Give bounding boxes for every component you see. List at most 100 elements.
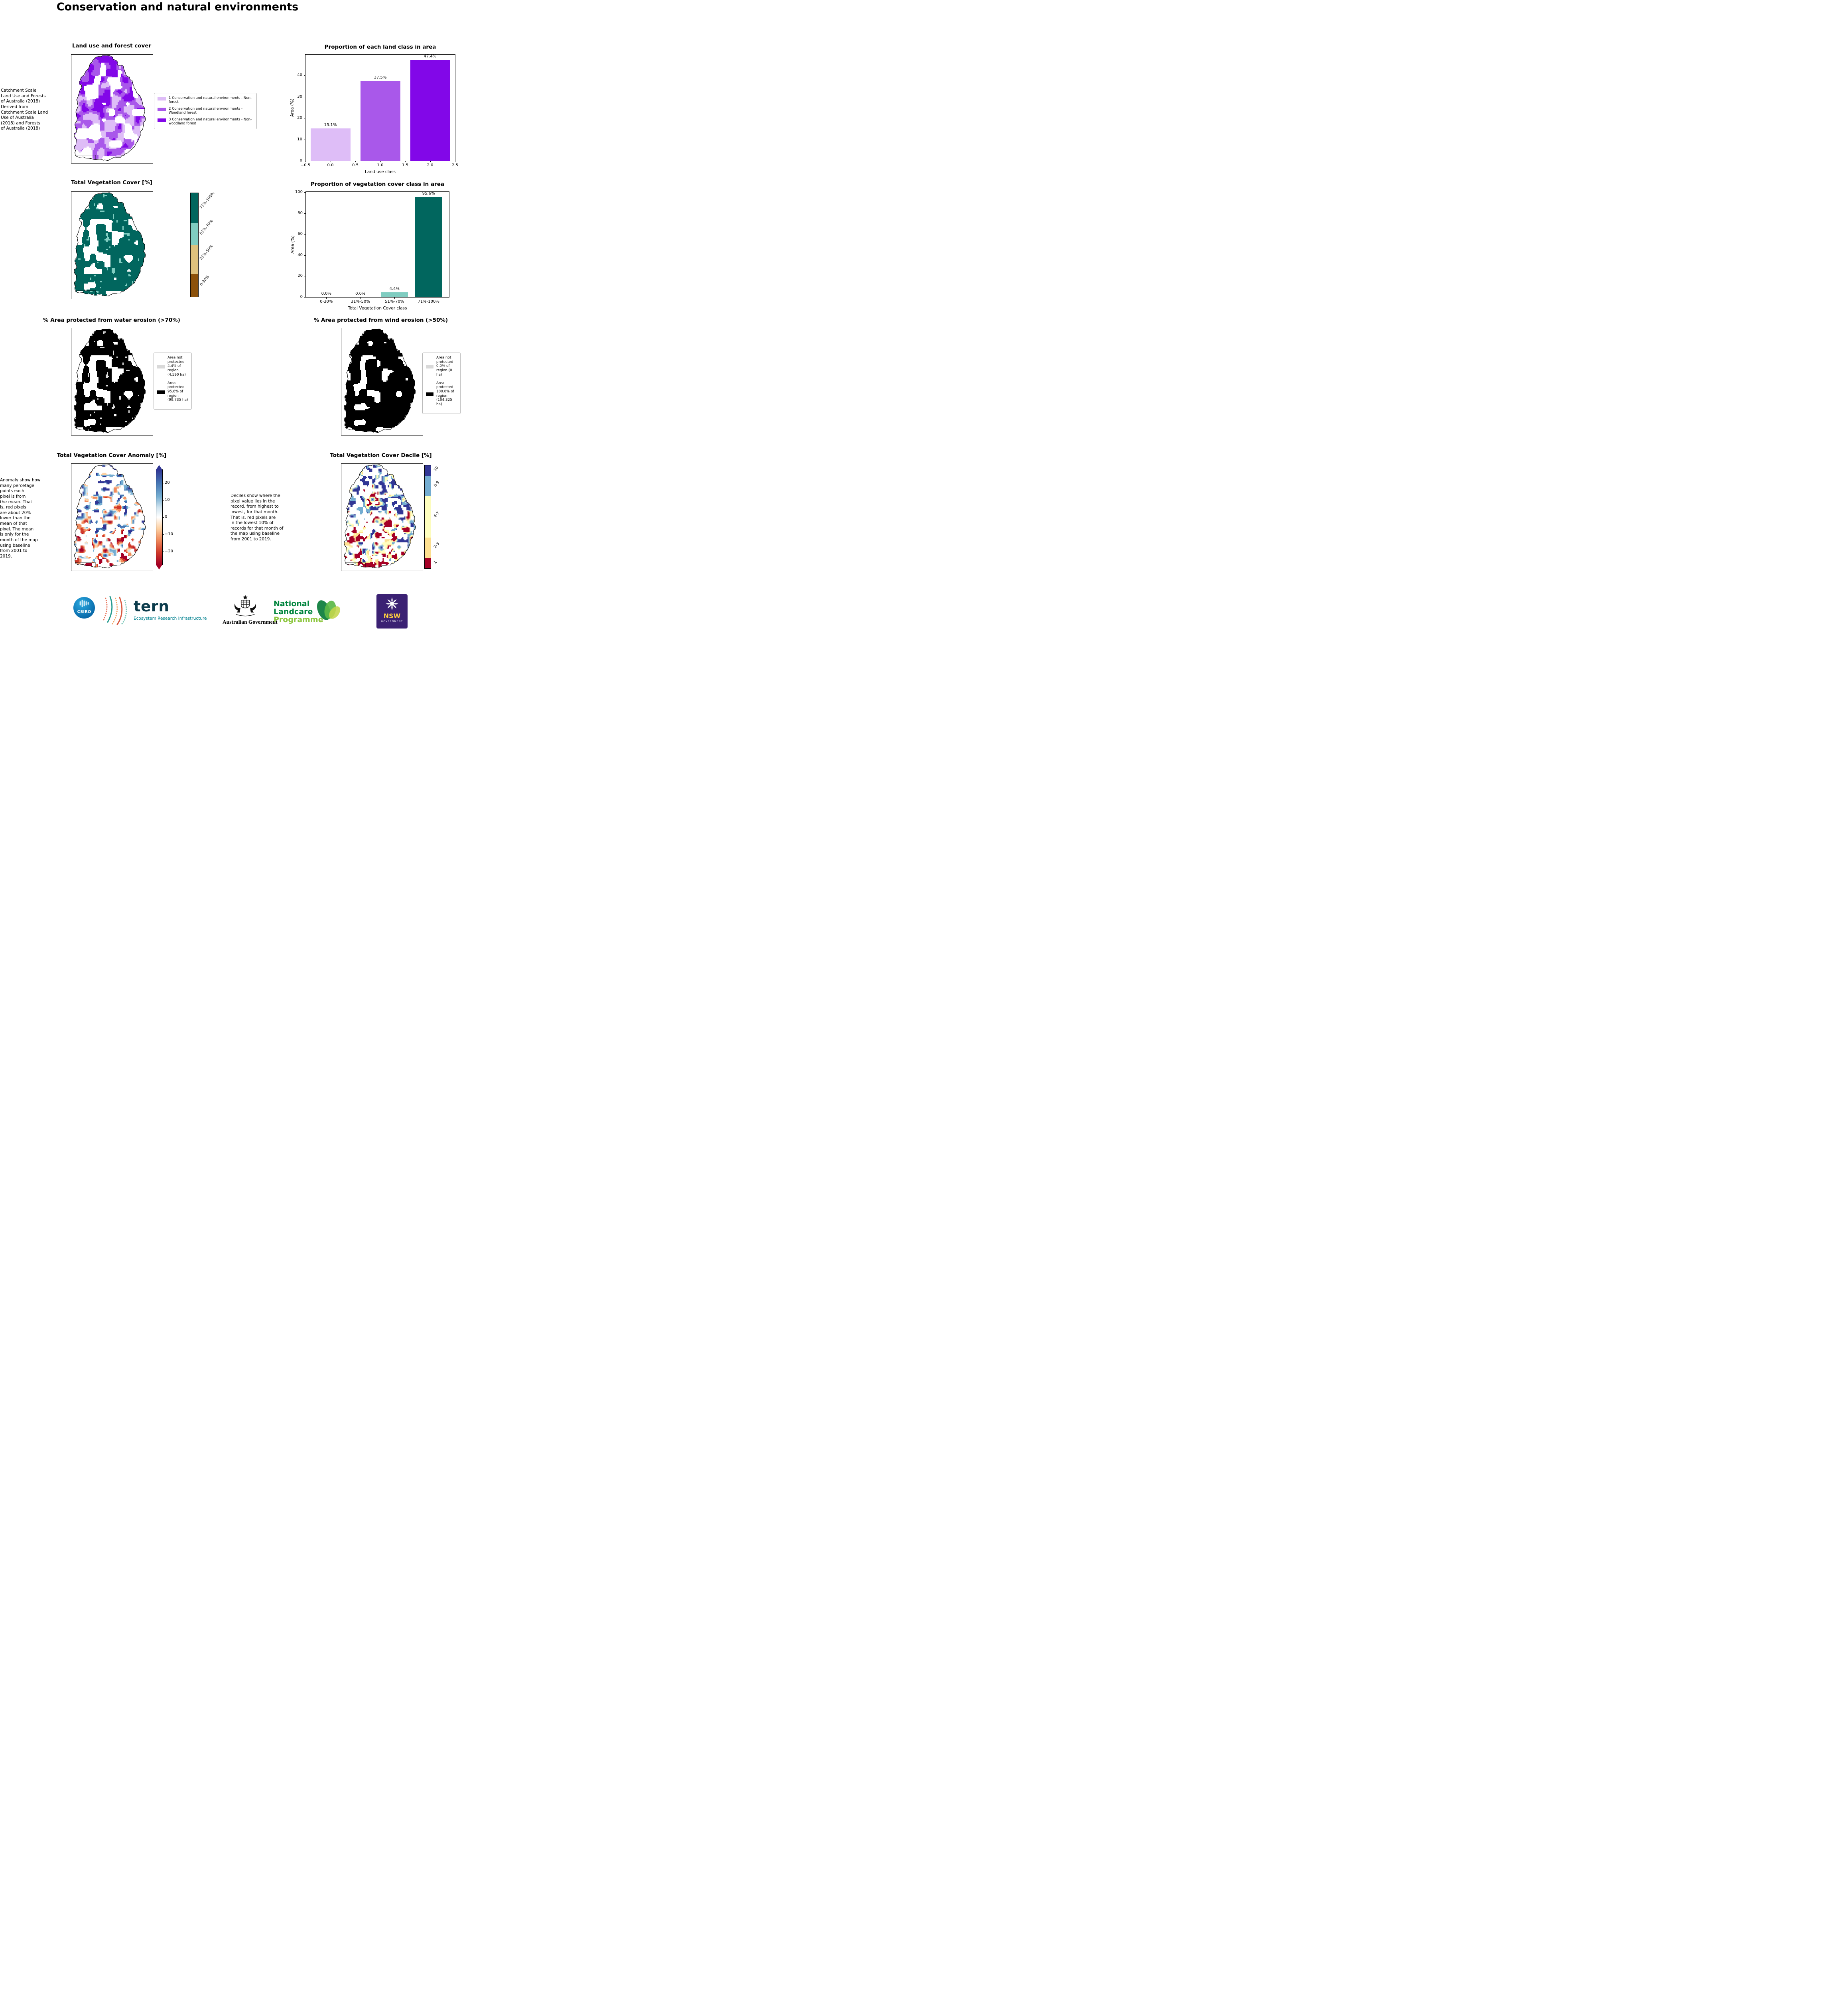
y-tick-label: 100 — [295, 190, 303, 195]
legend-item: Area protected 100.0% of region (104,325… — [426, 381, 457, 407]
x-tick-label: 2.0 — [427, 163, 433, 167]
colorbar-label: 0-30% — [199, 274, 210, 287]
bar-value-label: 0.0% — [355, 292, 366, 296]
legend-label: Area protected 100.0% of region (104,325… — [436, 381, 454, 407]
nsw-government-label: GOVERNMENT — [381, 620, 403, 623]
bar — [415, 197, 442, 297]
decile-colorbar: 10 8-9 4-7 2-3 1 — [424, 465, 440, 569]
colorbar-segment — [425, 496, 431, 538]
anomaly-title: Total Vegetation Cover Anomaly [%] — [57, 452, 167, 459]
wind-erosion-map — [341, 328, 423, 435]
dot-art-icon — [103, 596, 127, 625]
legend-swatch — [158, 97, 166, 100]
csiro-icon: CSIRO — [73, 597, 95, 619]
colorbar-segment — [191, 274, 198, 297]
legend-item: Area not protected 0.0% of region (0 ha) — [426, 356, 457, 377]
y-tick-label: 0 — [299, 158, 302, 163]
tern-subtitle: Ecosystem Research Infrastructure — [134, 616, 207, 621]
landcare-line1: National — [274, 599, 310, 608]
land-use-map — [71, 54, 153, 164]
chart-title: Proportion of vegetation cover class in … — [310, 181, 444, 187]
map-raster — [74, 464, 146, 569]
colorbar-segment — [191, 245, 198, 274]
legend-item: 3 Conservation and natural environments … — [158, 118, 253, 126]
bar — [310, 128, 351, 161]
coat-of-arms-icon — [234, 595, 256, 617]
legend-label: Area not protected 4.4% of region (4,590… — [167, 356, 186, 377]
bar-value-label: 37.5% — [374, 75, 387, 80]
x-tick-label: −0.5 — [300, 163, 311, 167]
colorbar-label: 4-7 — [433, 511, 441, 519]
x-tick-label: 0.0 — [327, 163, 334, 167]
legend-swatch — [426, 365, 433, 369]
map-raster — [344, 464, 416, 569]
legend-item: 1 Conservation and natural environments … — [158, 96, 253, 104]
land-use-source-note: Catchment Scale Land Use and Forests of … — [1, 88, 48, 131]
csiro-wordmark: CSIRO — [77, 610, 91, 614]
bar — [360, 81, 400, 161]
legend-label: 2 Conservation and natural environments … — [169, 106, 243, 115]
veg-class-bar-chart: Proportion of vegetation cover class in … — [290, 181, 449, 311]
colorbar-tick-label: −10 — [165, 532, 173, 536]
colorbar-label: 31%-50% — [199, 244, 214, 261]
colorbar-tick-label: 0 — [165, 515, 167, 519]
colorbar-label: 8-9 — [433, 480, 441, 488]
waratah-icon — [385, 597, 399, 611]
colorbar-segment — [191, 223, 198, 245]
x-tick-label: 71%-100% — [418, 299, 439, 304]
colorbar-tick-label: −20 — [165, 549, 173, 554]
legend-item: Area protected 95.6% of region (99,735 h… — [157, 381, 188, 403]
colorbar-extend-up — [156, 465, 162, 470]
land-use-map-title: Land use and forest cover — [72, 43, 152, 49]
y-tick-label: 60 — [297, 232, 303, 236]
legend-item: 2 Conservation and natural environments … — [158, 107, 253, 115]
colorbar-label: 2-3 — [433, 542, 441, 550]
bar-value-label: 47.4% — [424, 54, 437, 59]
x-tick-label: 31%-50% — [351, 299, 370, 304]
map-raster — [344, 329, 416, 433]
anomaly-map — [71, 463, 153, 571]
y-tick-label: 80 — [297, 211, 303, 215]
colorbar-segment — [425, 475, 431, 497]
colorbar-label: 71%-100% — [199, 191, 216, 210]
colorbar-label: 10 — [433, 465, 439, 472]
landcare-leaves — [312, 597, 343, 626]
legend-label: Area not protected 0.0% of region (0 ha) — [436, 356, 453, 377]
colorbar-extend-down — [156, 565, 162, 569]
land-use-legend: 1 Conservation and natural environments … — [154, 93, 257, 129]
x-tick-label: 51%-70% — [385, 299, 404, 304]
colorbar-segment — [425, 537, 431, 558]
wind-erosion-title: % Area protected from wind erosion (>50%… — [313, 317, 448, 323]
water-erosion-legend: Area not protected 4.4% of region (4,590… — [154, 353, 192, 410]
veg-cover-map-title: Total Vegetation Cover [%] — [71, 179, 152, 186]
landcare-line3: Programme — [274, 615, 323, 625]
chart-title: Proportion of each land class in area — [324, 44, 436, 50]
x-axis-label: Land use class — [365, 169, 396, 174]
leaves-icon — [317, 600, 341, 620]
colorbar-tick-label: 20 — [165, 481, 170, 485]
y-axis-label: Area (%) — [290, 235, 295, 254]
legend-swatch — [157, 390, 165, 394]
bar-value-label: 4.4% — [389, 287, 400, 292]
y-axis-label: Area (%) — [290, 99, 295, 117]
y-tick-label: 40 — [297, 73, 302, 78]
bar-value-label: 15.1% — [324, 123, 337, 128]
decile-map — [341, 463, 423, 571]
legend-label: 3 Conservation and natural environments … — [169, 117, 252, 126]
csiro-logo: CSIRO — [73, 597, 95, 621]
australian-government-label: Australian Government — [223, 619, 278, 625]
x-tick-label: 1.5 — [402, 163, 408, 167]
colorbar-segment — [191, 193, 198, 223]
tern-wordmark: tern — [134, 598, 169, 615]
legend-swatch — [157, 365, 165, 369]
x-tick-label: 1.0 — [377, 163, 384, 167]
legend-item: Area not protected 4.4% of region (4,590… — [157, 356, 188, 377]
report-page: Conservation and natural environments La… — [0, 0, 462, 630]
australian-government-logo: Australian Government — [223, 594, 278, 625]
nsw-government-logo: NSW GOVERNMENT — [376, 594, 408, 629]
colorbar-label: 1 — [433, 560, 438, 565]
legend-label: Area protected 95.6% of region (99,735 h… — [167, 381, 188, 402]
x-tick-label: 2.5 — [452, 163, 458, 167]
land-class-bar-chart: Proportion of each land class in area 15.… — [290, 44, 458, 174]
x-tick-label: 0-30% — [320, 299, 333, 304]
